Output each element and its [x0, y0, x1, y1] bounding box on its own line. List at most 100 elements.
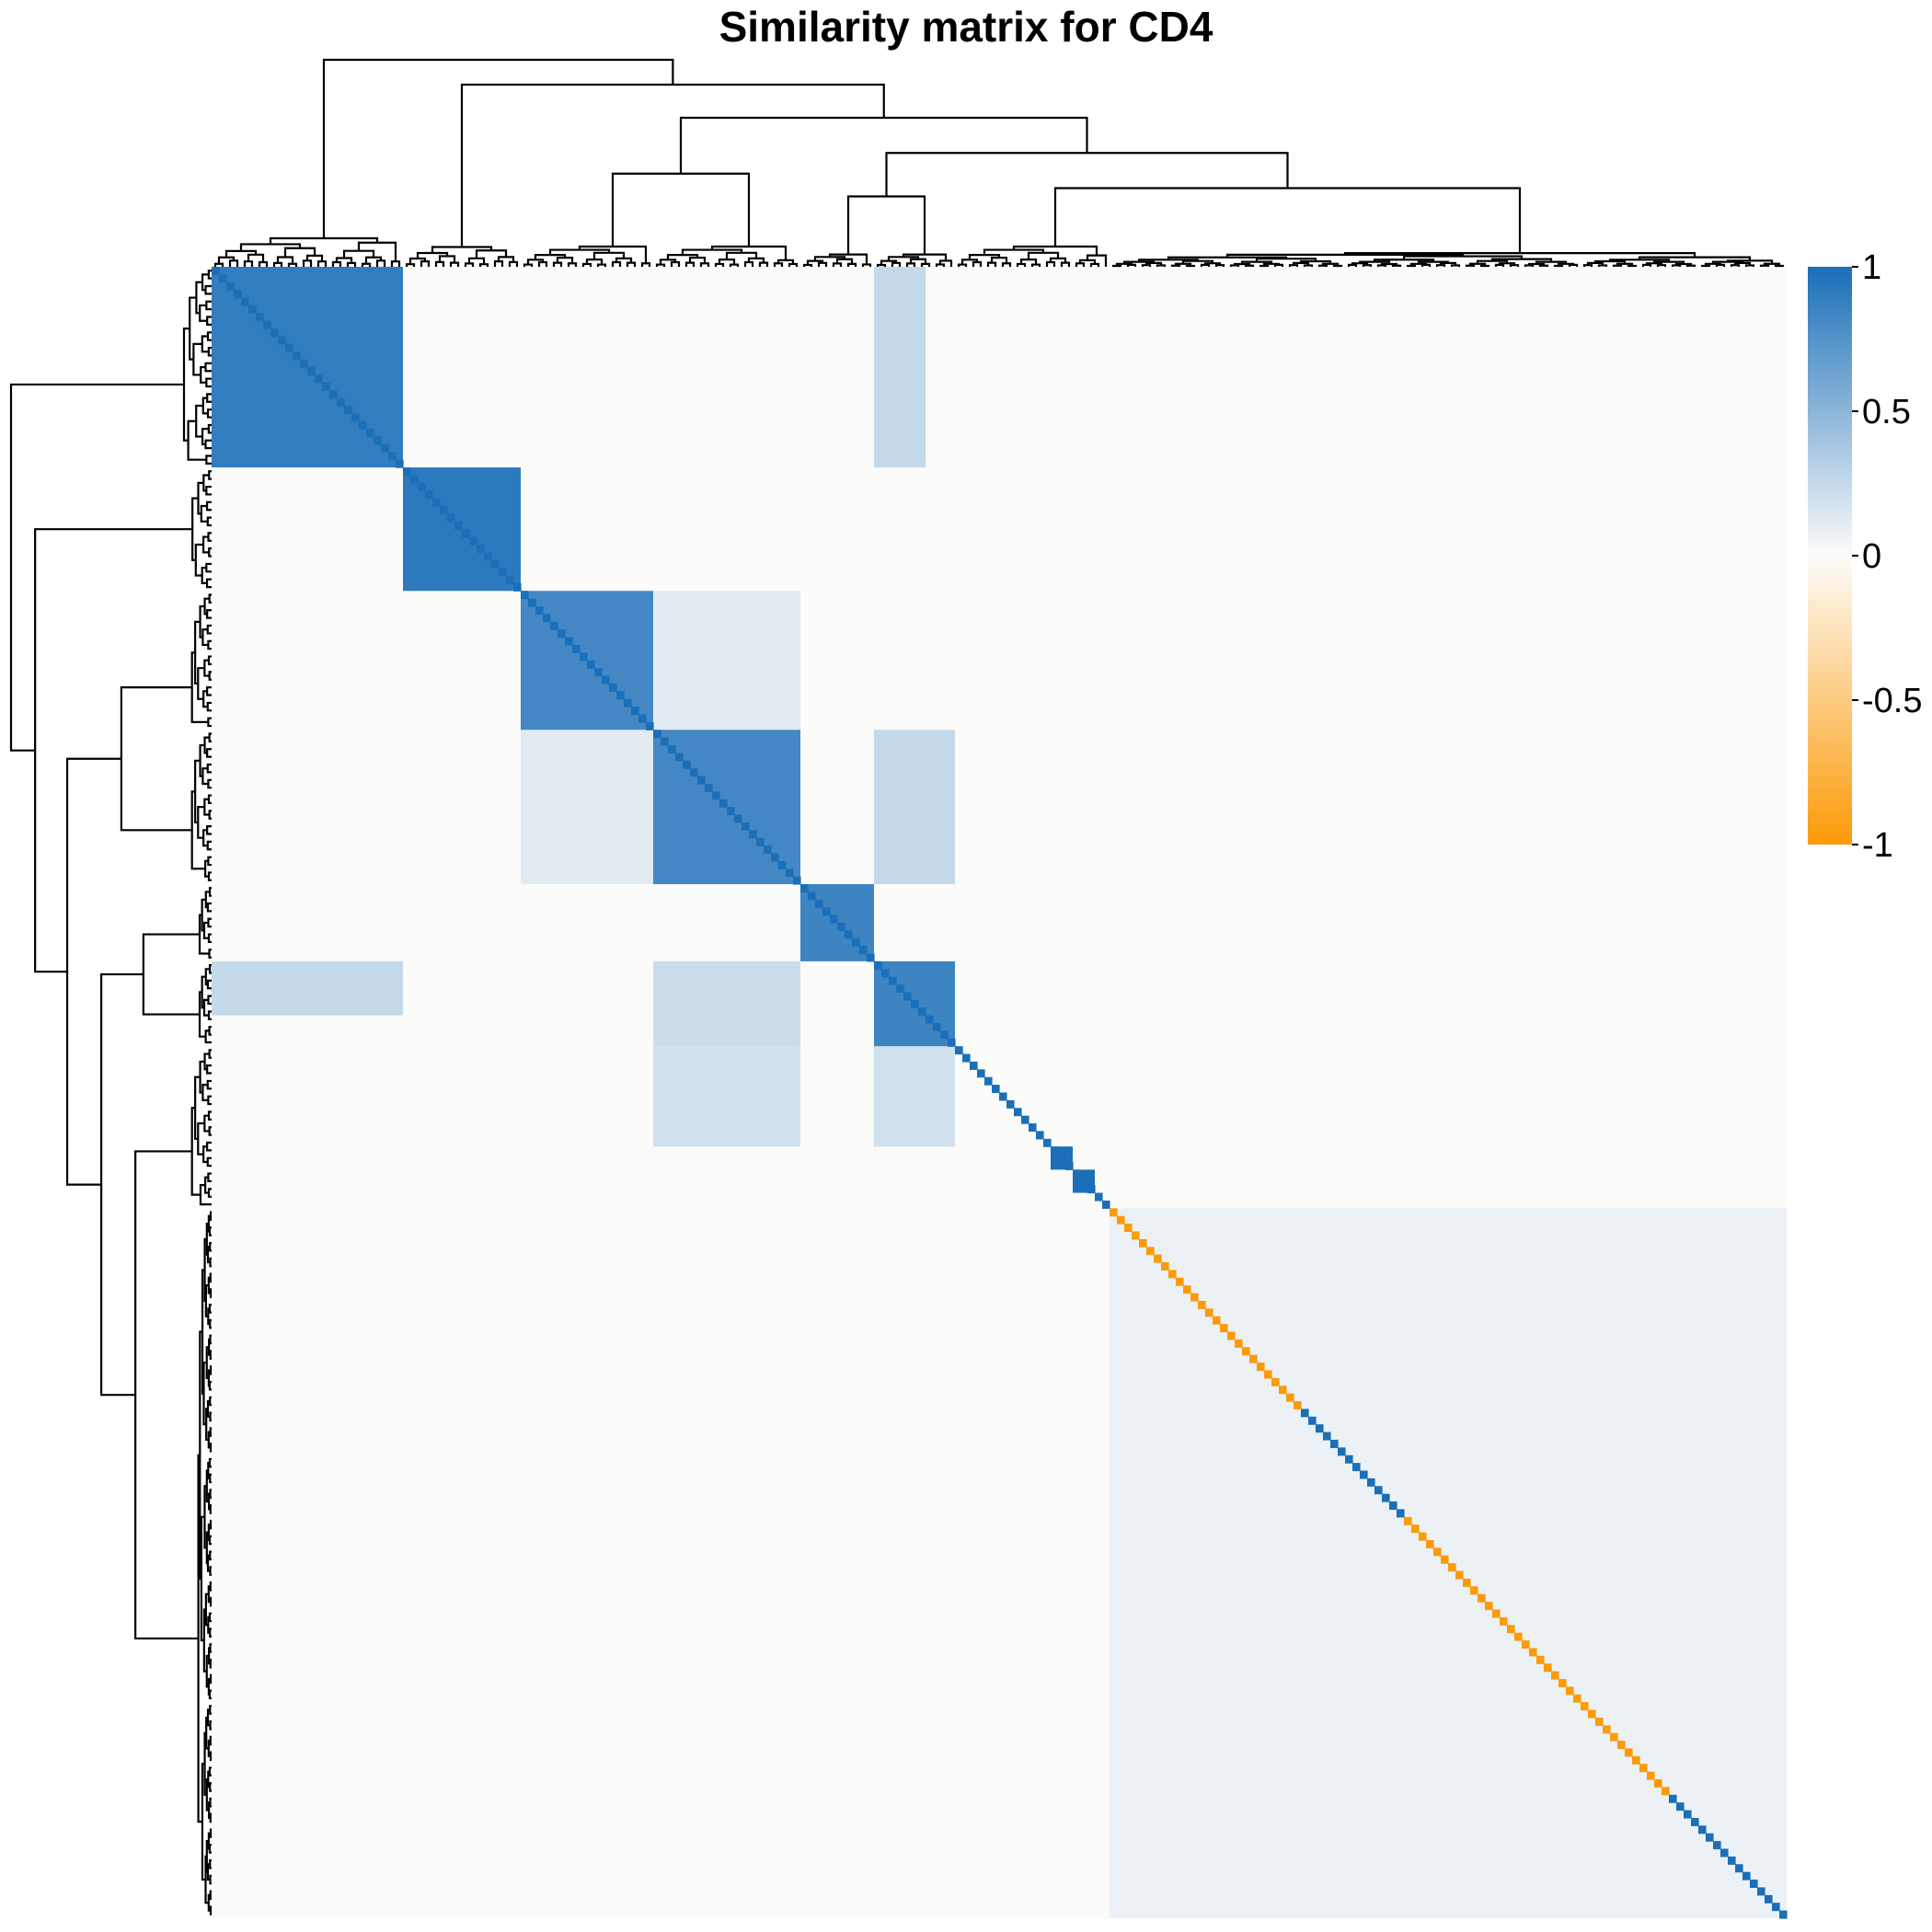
column-dendrogram-branch — [578, 245, 648, 264]
row-dendrogram-branch — [200, 365, 207, 384]
column-dendrogram-branch — [243, 260, 254, 267]
heatmap-diagonal-cell — [1588, 1709, 1596, 1719]
column-dendrogram-branch — [1181, 259, 1214, 264]
column-dendrogram-branch — [1030, 263, 1041, 267]
row-dendrogram-branch — [209, 1365, 213, 1375]
heatmap-diagonal-cell — [911, 999, 919, 1008]
column-dendrogram-branch — [1439, 261, 1457, 266]
column-dendrogram-branch — [1273, 263, 1284, 267]
heatmap-diagonal-cell — [1257, 1363, 1265, 1372]
column-dendrogram-branch — [357, 241, 397, 262]
heatmap-diagonal-cell — [734, 814, 742, 823]
heatmap-diagonal-cell — [469, 536, 477, 546]
heatmap-diagonal-cell — [1742, 1871, 1751, 1880]
heatmap-diagonal-cell — [962, 1053, 971, 1063]
column-dendrogram — [213, 58, 1785, 268]
column-dendrogram-branch — [611, 260, 622, 267]
heatmap-diagonal-cell — [344, 405, 352, 414]
column-dendrogram-branch — [1200, 263, 1211, 267]
row-dendrogram-branch — [209, 1427, 212, 1437]
heatmap-diagonal-cell — [1176, 1277, 1184, 1286]
heatmap-diagonal-cell — [896, 984, 904, 994]
heatmap-diagonal-cell — [1426, 1539, 1434, 1548]
row-dendrogram-branch — [207, 639, 212, 650]
heatmap-diagonal-cell — [977, 1069, 985, 1078]
column-dendrogram-branch — [1075, 262, 1086, 267]
heatmap-diagonal-cell — [1036, 1131, 1044, 1140]
heatmap-diagonal-cell — [1198, 1300, 1206, 1309]
row-dendrogram-branch — [197, 667, 205, 700]
row-dendrogram-branch — [206, 1079, 212, 1090]
row-dendrogram-branch — [209, 1550, 212, 1561]
row-dendrogram-branch — [197, 1454, 202, 1823]
heatmap-diagonal-cell — [984, 1076, 993, 1086]
column-dendrogram-branch — [1704, 262, 1722, 266]
column-dendrogram-branch — [972, 260, 983, 267]
heatmap-diagonal-cell — [1779, 1910, 1788, 1919]
heatmap-diagonal-cell — [690, 768, 698, 777]
heatmap-diagonal-cell — [646, 721, 654, 730]
heatmap-diagonal-cell — [499, 568, 507, 577]
column-dendrogram-branch — [1016, 262, 1027, 267]
column-dendrogram-branch — [1465, 264, 1476, 267]
column-dendrogram-branch — [1358, 260, 1391, 265]
row-dendrogram-branch — [204, 1593, 209, 1627]
row-dendrogram-branch — [207, 1010, 212, 1020]
column-dendrogram-branch — [272, 261, 283, 267]
heatmap-diagonal-cell — [1286, 1393, 1294, 1402]
row-dendrogram-branch — [187, 420, 207, 461]
column-dendrogram-branch — [420, 260, 431, 267]
heatmap-diagonal-cell — [1330, 1439, 1339, 1448]
row-dendrogram-branch — [208, 470, 212, 480]
heatmap-diagonal-cell — [822, 907, 831, 916]
heatmap-diagonal-cell — [1573, 1694, 1581, 1703]
column-dendrogram-branch — [1321, 262, 1340, 266]
row-dendrogram-branch — [209, 1489, 212, 1499]
heatmap-diagonal-cell — [1308, 1416, 1317, 1425]
heatmap-diagonal-cell — [1603, 1725, 1611, 1734]
column-dendrogram-branch — [1553, 264, 1564, 268]
heatmap-diagonal-cell — [1264, 1370, 1272, 1379]
column-dendrogram-branch — [885, 152, 1289, 197]
row-dendrogram-branch — [209, 1257, 212, 1268]
heatmap-diagonal-cell — [462, 529, 470, 538]
column-dendrogram-branch — [581, 262, 592, 267]
heatmap-diagonal-cell — [580, 652, 588, 661]
column-dendrogram-branch — [640, 262, 651, 267]
column-dendrogram-branch — [1351, 262, 1369, 266]
row-dendrogram-branch — [204, 1284, 209, 1317]
column-dendrogram-branch — [1380, 262, 1398, 266]
heatmap-diagonal-cell — [764, 845, 772, 855]
column-dendrogram-branch — [493, 260, 504, 267]
row-dendrogram-branch — [202, 474, 210, 492]
heatmap-diagonal-cell — [1617, 1741, 1626, 1750]
heatmap-diagonal-cell — [1043, 1138, 1052, 1147]
heatmap-diagonal-cell — [484, 552, 492, 561]
column-dendrogram-branch — [1524, 264, 1535, 267]
row-dendrogram-branch — [194, 543, 204, 577]
heatmap-diagonal-cell — [1345, 1455, 1353, 1464]
column-dendrogram-branch — [1019, 259, 1038, 265]
column-dendrogram-branch — [592, 251, 626, 260]
column-dendrogram-branch — [1568, 263, 1579, 267]
row-dendrogram-branch — [190, 651, 209, 723]
heatmap-diagonal-cell — [1544, 1663, 1552, 1673]
column-dendrogram-branch — [718, 259, 736, 265]
row-dendrogram-branch — [205, 1716, 209, 1750]
column-dendrogram-branch — [1759, 264, 1770, 267]
heatmap-diagonal-cell — [1021, 1115, 1029, 1124]
heatmap-diagonal-cell — [638, 714, 647, 723]
heatmap-diagonal-cell — [388, 452, 397, 461]
row-dendrogram-branch — [206, 609, 212, 619]
heatmap-diagonal-cell — [719, 799, 728, 808]
column-dendrogram-branch — [1715, 263, 1726, 267]
row-dendrogram-branch — [206, 1156, 212, 1167]
column-dendrogram-branch — [1240, 260, 1273, 265]
heatmap-diagonal-cell — [1389, 1501, 1397, 1511]
row-dendrogram-branch — [207, 655, 212, 666]
column-dendrogram-branch — [1259, 264, 1270, 268]
column-dendrogram-branch — [346, 261, 357, 267]
column-dendrogram-branch — [478, 263, 489, 267]
column-dendrogram-branch — [1262, 262, 1281, 266]
column-dendrogram-branch — [361, 262, 372, 267]
